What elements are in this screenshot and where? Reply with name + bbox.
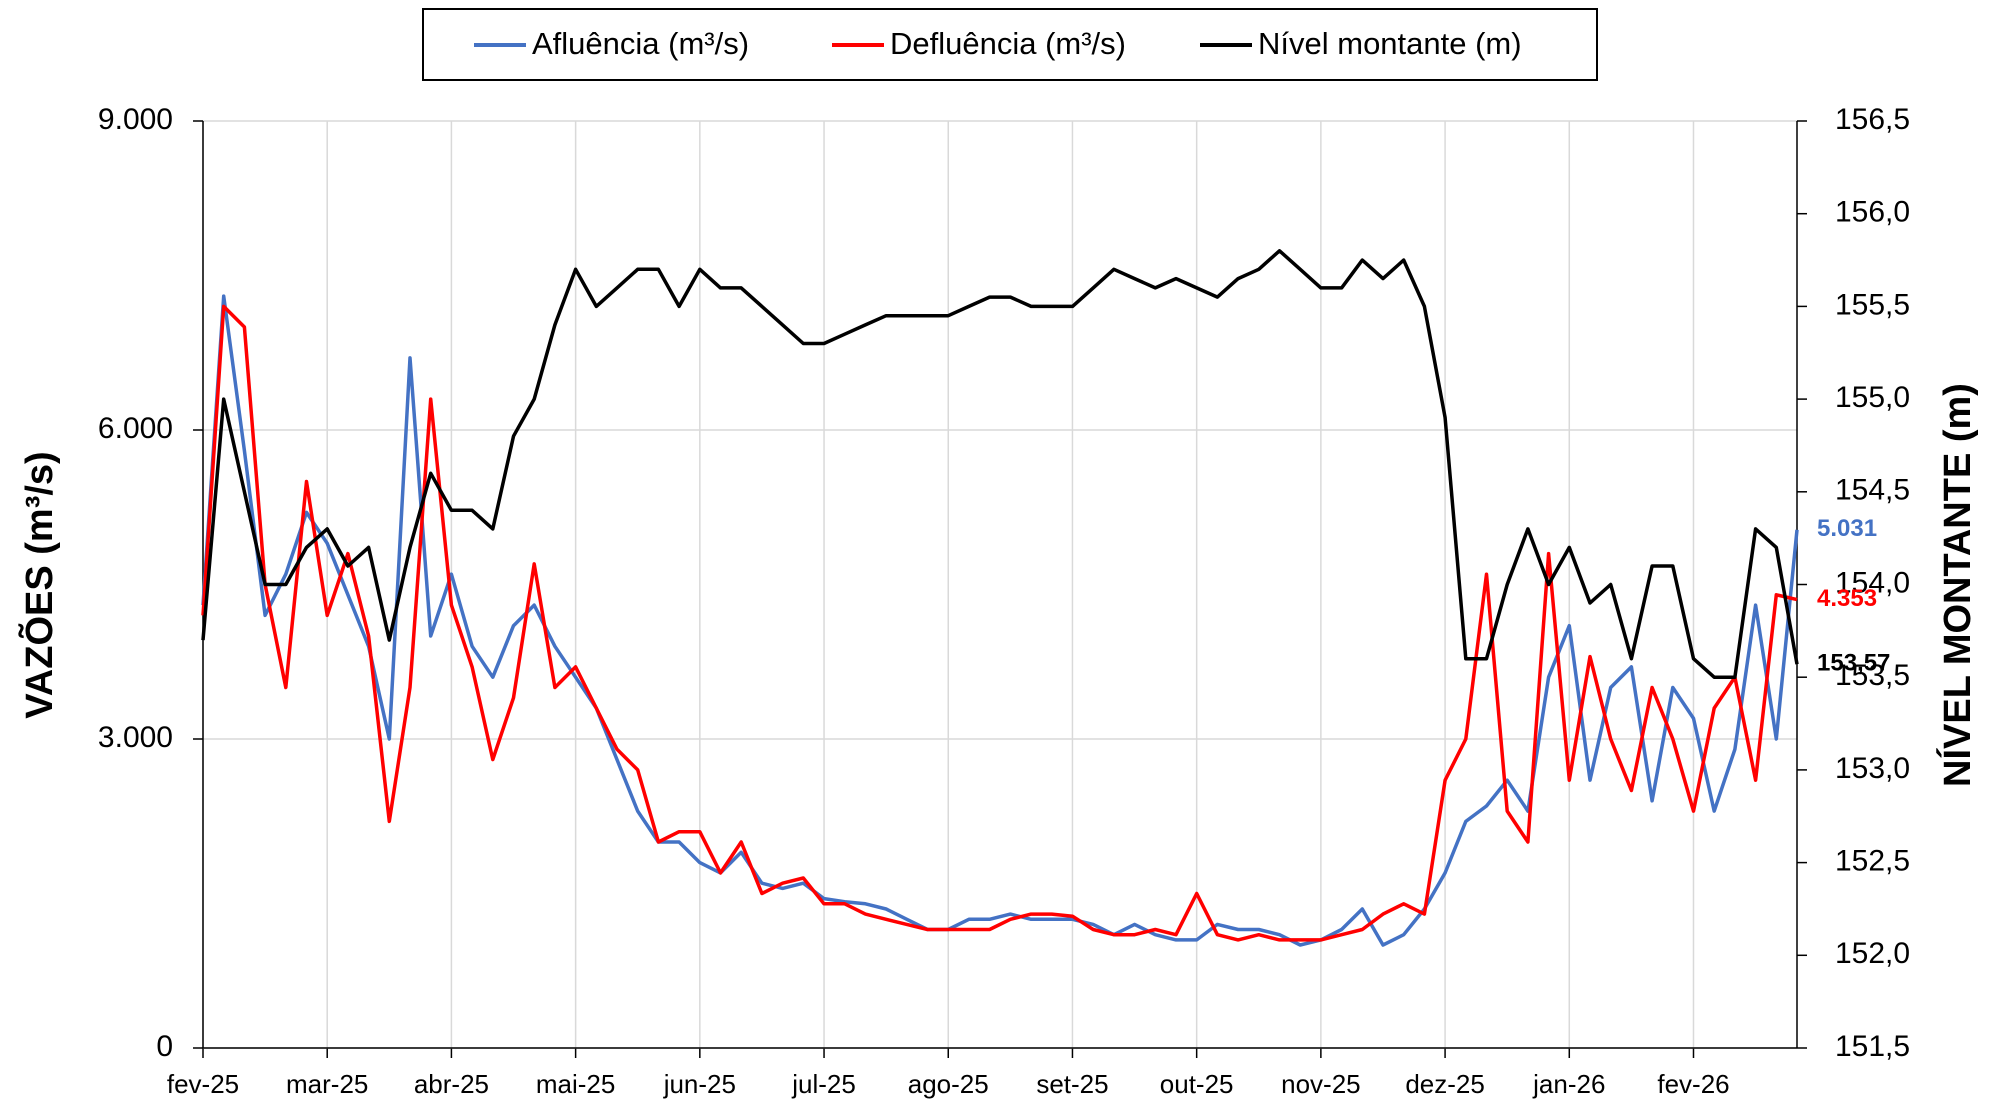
- x-tick-label: set-25: [1036, 1069, 1108, 1099]
- x-tick-label: nov-25: [1281, 1069, 1361, 1099]
- x-tick-label: fev-25: [167, 1069, 239, 1099]
- legend-box: [422, 8, 1598, 81]
- y-tick-label: 0: [156, 1030, 173, 1063]
- y2-tick-label: 155,5: [1835, 288, 1910, 321]
- value-label: 153,57: [1817, 650, 1890, 677]
- y2-tick-label: 152,0: [1835, 937, 1910, 970]
- legend-label: Nível montante (m): [1258, 26, 1522, 61]
- value-label: 5.031: [1817, 515, 1877, 542]
- y-tick-label: 3.000: [98, 721, 173, 754]
- x-tick-label: mar-25: [286, 1069, 368, 1099]
- x-tick-label: mai-25: [536, 1069, 615, 1099]
- y2-tick-label: 155,0: [1835, 381, 1910, 414]
- x-tick-label: ago-25: [908, 1069, 989, 1099]
- y2-tick-label: 154,5: [1835, 474, 1910, 507]
- series-line: [201, 304, 1798, 942]
- x-tick-label: jan-26: [1532, 1069, 1605, 1099]
- value-label: 4.353: [1817, 585, 1877, 612]
- y-tick-label: 6.000: [98, 412, 173, 445]
- series-line: [201, 249, 1799, 679]
- y-axis-title: VAZÕES (m³/s): [17, 451, 61, 718]
- x-tick-label: jun-25: [663, 1069, 736, 1099]
- x-tick-label: fev-26: [1657, 1069, 1729, 1099]
- x-tick-label: jul-25: [791, 1069, 856, 1099]
- y2-tick-label: 151,5: [1835, 1030, 1910, 1063]
- x-tick-label: out-25: [1160, 1069, 1234, 1099]
- y-tick-label: 9.000: [98, 103, 173, 136]
- x-tick-label: dez-25: [1405, 1069, 1485, 1099]
- series-line: [201, 294, 1799, 947]
- legend-label: Defluência (m³/s): [890, 26, 1126, 61]
- x-tick-label: abr-25: [414, 1069, 489, 1099]
- y2-axis-title: NÍVEL MONTANTE (m): [1935, 383, 1979, 787]
- y2-tick-label: 154,0: [1835, 566, 1910, 599]
- legend-label: Afluência (m³/s): [532, 26, 749, 61]
- y2-tick-label: 153,5: [1835, 659, 1910, 692]
- y2-tick-label: 152,5: [1835, 845, 1910, 878]
- y2-tick-label: 156,5: [1835, 103, 1910, 136]
- y2-tick-label: 156,0: [1835, 196, 1910, 229]
- y2-tick-label: 153,0: [1835, 752, 1910, 785]
